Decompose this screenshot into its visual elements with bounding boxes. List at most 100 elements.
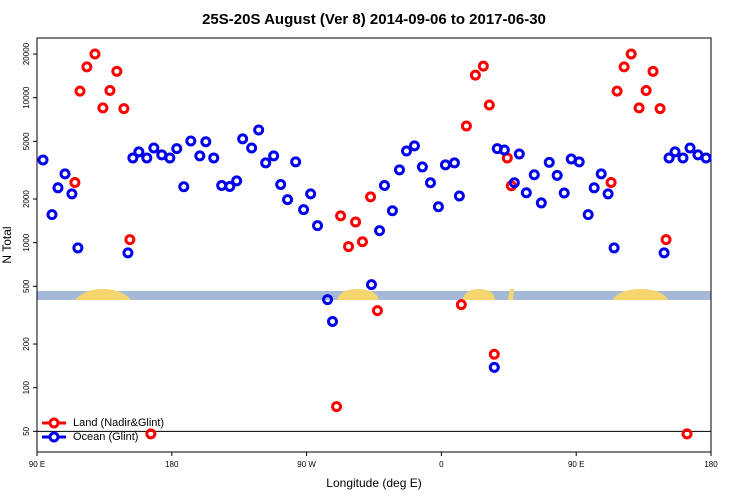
point xyxy=(327,315,339,327)
y-tick-label: 50 xyxy=(22,426,31,435)
point xyxy=(573,156,585,168)
point xyxy=(513,148,525,160)
point xyxy=(185,135,197,147)
point xyxy=(669,146,681,158)
point xyxy=(350,216,362,228)
x-axis-label: Longitude (deg E) xyxy=(326,476,421,490)
point xyxy=(164,152,176,164)
y-tick-label: 500 xyxy=(22,279,31,293)
point xyxy=(343,241,355,253)
point xyxy=(89,48,101,60)
point xyxy=(81,61,93,73)
point xyxy=(551,169,563,181)
x-tick-label: 90 E xyxy=(29,460,45,469)
point xyxy=(681,428,693,440)
point xyxy=(455,299,467,311)
point xyxy=(127,152,139,164)
point xyxy=(582,209,594,221)
point xyxy=(663,152,675,164)
point xyxy=(416,161,428,173)
point xyxy=(224,181,236,193)
point xyxy=(260,157,272,169)
point xyxy=(460,120,472,132)
point xyxy=(37,154,49,166)
point xyxy=(200,136,212,148)
point xyxy=(237,133,249,145)
point xyxy=(469,69,481,81)
point xyxy=(488,361,500,373)
point xyxy=(171,143,183,155)
y-tick-label: 20000 xyxy=(22,42,31,65)
point xyxy=(508,177,520,189)
point xyxy=(290,156,302,168)
point xyxy=(386,205,398,217)
point xyxy=(543,156,555,168)
point xyxy=(178,181,190,193)
chart-title: 25S-20S August (Ver 8) 2014-09-06 to 201… xyxy=(202,11,546,28)
legend-label: Ocean (Glint) xyxy=(73,431,138,443)
point xyxy=(432,201,444,213)
point xyxy=(148,142,160,154)
point xyxy=(124,234,136,246)
point xyxy=(660,234,672,246)
point xyxy=(246,142,258,154)
legend-marker xyxy=(48,417,60,429)
point xyxy=(520,187,532,199)
point xyxy=(640,85,652,97)
map-strip xyxy=(37,289,711,300)
point xyxy=(97,102,109,114)
point xyxy=(558,187,570,199)
point xyxy=(356,236,368,248)
plot-frame xyxy=(36,37,712,453)
point xyxy=(658,247,670,259)
y-tick-label: 5000 xyxy=(22,132,31,150)
point xyxy=(118,103,130,115)
point xyxy=(312,220,324,232)
point xyxy=(268,150,280,162)
point xyxy=(335,210,347,222)
point xyxy=(305,188,317,200)
point xyxy=(69,177,81,189)
point xyxy=(66,188,78,200)
point xyxy=(365,191,377,203)
point xyxy=(684,142,696,154)
point xyxy=(231,175,243,187)
point xyxy=(625,48,637,60)
legend-marker xyxy=(48,431,60,443)
point xyxy=(618,61,630,73)
point xyxy=(298,204,310,216)
point xyxy=(605,177,617,189)
point xyxy=(654,103,666,115)
point xyxy=(253,124,265,136)
point xyxy=(401,145,413,157)
point xyxy=(453,190,465,202)
point xyxy=(393,164,405,176)
x-tick-label: 0 xyxy=(439,460,444,469)
y-axis-label: N Total xyxy=(0,226,14,263)
point xyxy=(528,169,540,181)
point xyxy=(208,152,220,164)
legend-label: Land (Nadir&Glint) xyxy=(73,417,164,429)
point xyxy=(488,348,500,360)
point xyxy=(111,65,123,77)
point xyxy=(483,99,495,111)
point xyxy=(52,182,64,194)
point xyxy=(498,144,510,156)
point xyxy=(477,60,489,72)
point xyxy=(46,209,58,221)
point xyxy=(141,152,153,164)
point xyxy=(74,85,86,97)
point xyxy=(122,247,134,259)
x-tick-label: 90 E xyxy=(568,460,584,469)
point xyxy=(331,401,343,413)
point xyxy=(275,178,287,190)
point xyxy=(588,182,600,194)
point xyxy=(194,150,206,162)
y-tick-label: 2000 xyxy=(22,190,31,208)
point xyxy=(133,146,145,158)
y-tick-label: 100 xyxy=(22,380,31,394)
point xyxy=(408,140,420,152)
point xyxy=(322,294,334,306)
point xyxy=(104,85,116,97)
